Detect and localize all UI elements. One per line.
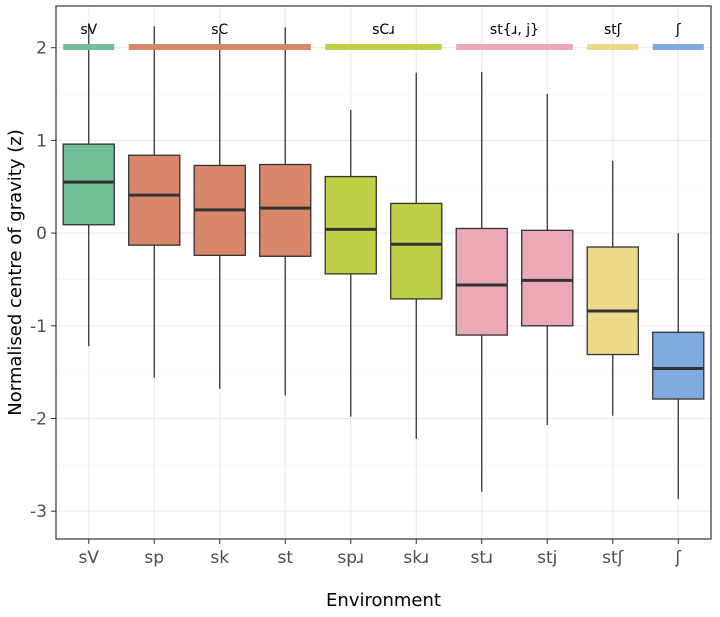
box-iqr [62, 143, 115, 226]
box-3 [193, 32, 246, 389]
y-axis-title: Normalised centre of gravity (z) [5, 129, 26, 415]
box-iqr [455, 227, 508, 336]
box-9 [586, 160, 639, 416]
box-iqr [390, 202, 443, 300]
y-tick-label: -1 [30, 317, 47, 337]
group-label: stʃ [604, 22, 622, 38]
box-iqr [324, 175, 377, 275]
x-tick-label: skɹ [403, 548, 429, 568]
group-label: sV [80, 22, 97, 38]
box-2 [128, 26, 181, 378]
box-4 [259, 27, 312, 396]
y-tick-label: 1 [36, 131, 47, 151]
x-tick-label: sV [79, 548, 100, 568]
box-1 [62, 23, 115, 347]
box-iqr [259, 163, 312, 257]
group-label: sC [211, 22, 228, 38]
x-axis-title: Environment [326, 590, 441, 611]
y-tick-label: -2 [30, 409, 47, 429]
box-iqr [586, 246, 639, 356]
y-tick-label: 0 [36, 224, 47, 244]
group-bar [128, 44, 311, 50]
x-tick-label: sk [210, 548, 229, 568]
panel-border [55, 5, 712, 540]
x-tick-label: stɹ [470, 548, 493, 568]
group-bar [325, 44, 442, 50]
group-legend: sV sC sCɹ st{ɹ, j} stʃ ʃ [63, 22, 704, 50]
group-bar [587, 44, 639, 50]
x-tick-label: ʃ [674, 548, 682, 568]
x-tick-label: stj [537, 548, 557, 568]
box-iqr [128, 154, 181, 246]
x-tick-label: spɹ [337, 548, 364, 568]
y-axis: -3 -2 -1 0 1 2 [30, 39, 56, 522]
box-series [62, 23, 705, 500]
x-tick-label: st [277, 548, 293, 568]
x-axis: sV sp sk st spɹ skɹ stɹ stj stʃ ʃ [79, 539, 682, 568]
x-tick-label: sp [144, 548, 164, 568]
x-tick-label: stʃ [602, 548, 625, 568]
box-7 [455, 71, 508, 492]
box-iqr [521, 229, 574, 327]
group-bar [63, 44, 115, 50]
y-tick-label: 2 [36, 39, 47, 59]
y-tick-label: -3 [30, 502, 47, 522]
group-label: st{ɹ, j} [490, 22, 539, 38]
group-bar [652, 44, 704, 50]
box-8 [521, 94, 574, 425]
group-bar [456, 44, 573, 50]
box-5 [324, 109, 377, 417]
box-iqr [652, 331, 705, 400]
box-10 [652, 233, 705, 500]
group-label: sCɹ [372, 22, 395, 38]
box-6 [390, 72, 443, 439]
group-label: ʃ [675, 22, 681, 38]
